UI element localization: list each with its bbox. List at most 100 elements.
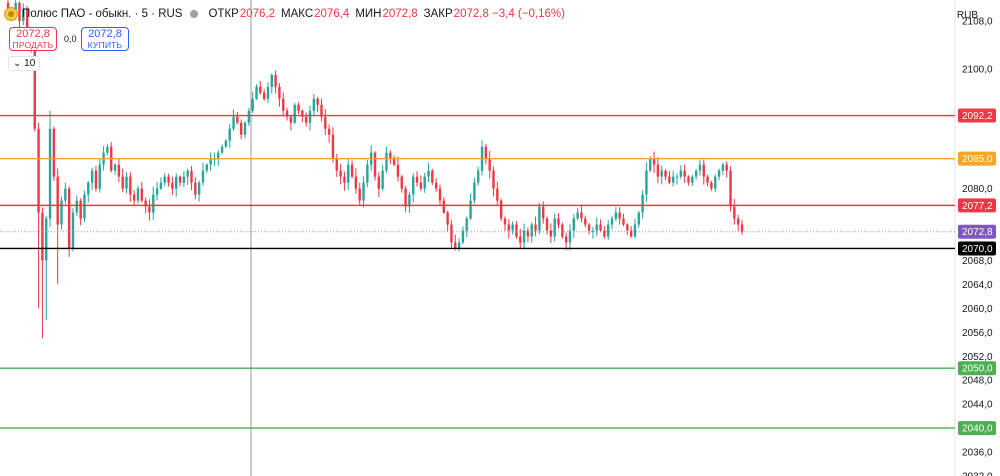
candle-body [312,98,316,111]
candle-body [542,206,545,219]
candle-body [98,164,101,189]
candle-body [56,176,59,225]
candle-body [335,158,338,171]
candle-body [534,224,537,231]
candle-body [132,194,136,201]
candle-body [553,218,556,237]
y-tick-label: 2044,0 [962,400,993,411]
level-label: 2092,2 [962,111,993,122]
candle-body [48,128,52,219]
sell-button[interactable]: 2072,8 ПРОДАТЬ [9,27,57,51]
candle-body [526,230,530,237]
y-tick-label: 2068,0 [962,256,993,267]
candle-body [740,224,744,232]
candle-body [377,176,381,189]
candle-body [155,188,159,195]
candle-body [259,86,262,93]
candle-body [25,8,29,33]
candle-body [144,200,147,207]
level-label: 2050,0 [962,364,993,375]
candle-body [465,218,468,231]
candle-body [614,212,618,219]
candle-body [182,176,186,183]
chart-header: Полюс ПАО - обыкн. · 5 · RUS ОТКР 2076,2… [4,4,571,24]
candle-body [591,230,595,232]
candle-body [45,218,48,261]
y-tick-label: 2048,0 [962,376,993,387]
candle-body [496,188,499,201]
candle-body [530,224,533,237]
candle-body [404,188,407,207]
candle-body [629,230,633,237]
candle-body [477,170,480,183]
candle-body [671,176,675,183]
candle-body [354,176,358,189]
candle-body [519,236,522,243]
candle-body [308,110,312,123]
y-tick-label: 2064,0 [962,280,993,291]
candle-body [22,8,25,21]
candle-body [190,170,193,183]
candle-body [385,152,388,171]
candle-body [568,230,572,243]
candle-body [301,110,304,117]
low-label: МИН [355,8,382,20]
symbol-logo-icon [4,7,18,21]
candle-body [239,122,243,135]
candle-body [694,170,698,177]
candle-body [320,104,323,117]
candle-body [396,164,400,177]
volume-toggle-value: 10 [24,58,36,69]
candle-body [427,170,430,177]
candle-body [297,104,300,111]
level-label-box [958,108,996,123]
candle-body [457,242,461,249]
candle-body [243,122,247,135]
candle-body [167,176,170,183]
candle-body [454,242,457,249]
candle-body [446,212,449,225]
candle-body [347,164,350,183]
candle-body [175,176,178,189]
candle-body [117,164,121,177]
candle-body [392,158,396,165]
candle-body [113,164,117,171]
y-tick-label: 2060,0 [962,304,993,315]
y-tick-label: 2052,0 [962,352,993,363]
candle-body [702,164,705,177]
candle-body [549,230,553,237]
level-label: 2077,2 [962,201,993,212]
candle-body [389,152,392,159]
candle-body [278,86,281,99]
level-label: 2085,0 [962,154,993,165]
candle-body [538,206,541,231]
candle-body [87,182,90,195]
candle-body [717,170,721,177]
candle-body [236,116,239,123]
candle-body [79,200,82,219]
buy-button[interactable]: 2072,8 КУПИТЬ [81,27,129,51]
candle-body [324,116,327,129]
chevron-down-icon: ⌄ [13,58,22,69]
candle-body [201,170,205,183]
currency-label[interactable]: RUB [956,10,978,21]
candle-body [633,224,637,237]
volume-toggle[interactable]: ⌄ 10 [8,56,41,71]
candle-body [515,224,518,237]
candle-body [698,164,702,171]
candle-body [557,218,560,225]
candle-body [152,194,155,213]
candle-body [660,170,663,177]
symbol-title[interactable]: Полюс ПАО - обыкн. · 5 · RUS [22,8,183,20]
candle-body [366,164,369,183]
candle-body [64,188,67,201]
candle-body [434,182,438,189]
candle-body [33,50,36,129]
candle-body [442,200,446,213]
level-label-box [958,198,996,213]
candle-body [60,200,63,225]
level-label-box [958,421,996,436]
candle-body [194,182,197,195]
candle-body [492,170,495,189]
